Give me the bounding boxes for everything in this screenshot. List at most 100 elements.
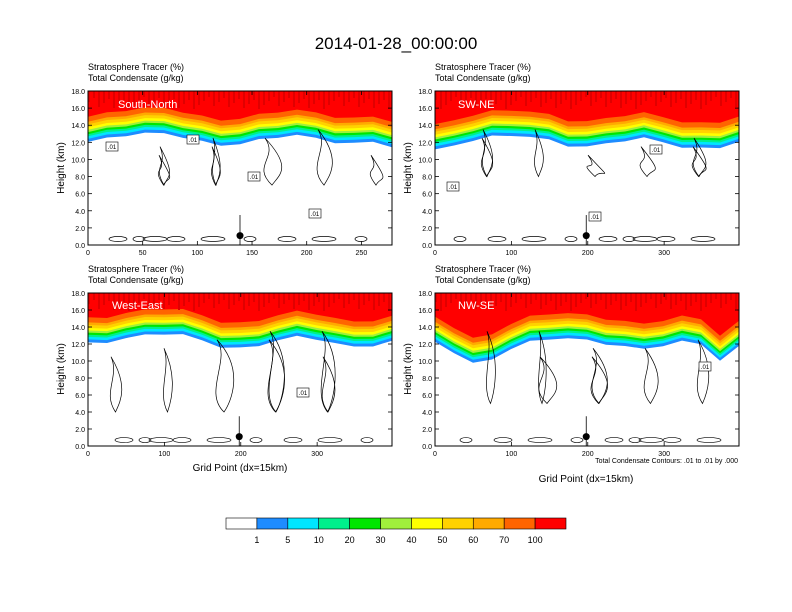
tracer-stripe (378, 91, 380, 104)
tracer-stripe (460, 293, 462, 308)
condensate-contour (148, 437, 174, 443)
condensate-contour (486, 331, 496, 405)
y-tick-label: 2.0 (75, 427, 85, 434)
tracer-stripe (540, 293, 542, 309)
tracer-stripe (455, 91, 457, 97)
tracer-stripe (625, 91, 627, 104)
condensate-contour (691, 146, 707, 178)
tracer-stripe (93, 293, 95, 300)
x-tick-label: 250 (356, 250, 368, 257)
condensate-contour (311, 236, 337, 242)
tracer-stripe (343, 293, 345, 308)
x-tick-label: 100 (159, 451, 171, 458)
tracer-stripe (495, 91, 497, 104)
tracer-stripe (388, 91, 390, 109)
tracer-stripe (133, 293, 135, 307)
tracer-stripe (570, 293, 572, 311)
tracer-stripe (113, 91, 115, 108)
y-tick-label: 6.0 (75, 393, 85, 400)
condensate-contour (696, 437, 722, 443)
tracer-stripe (615, 293, 617, 301)
tracer-stripe (545, 293, 547, 305)
condensate-contour (268, 331, 285, 413)
tracer-stripe (348, 91, 350, 102)
tracer-stripe (138, 293, 140, 303)
tracer-stripe (605, 293, 607, 309)
y-tick-label: 14.0 (418, 325, 432, 332)
colorbar-label: 50 (437, 535, 447, 545)
tracer-stripe (655, 91, 657, 106)
tracer-stripe (505, 293, 507, 311)
colorbar-swatch (472, 517, 505, 530)
colorbar-swatch (380, 517, 412, 530)
tracer-stripe (313, 293, 315, 306)
tracer-stripe (685, 91, 687, 108)
tracer-stripe (625, 293, 627, 306)
plot-frame (87, 292, 393, 447)
tracer-stripe (580, 293, 582, 303)
tracer-stripe (333, 293, 335, 303)
tracer-stripe (550, 91, 552, 99)
condensate-contour (604, 437, 624, 443)
tracer-stripe (263, 91, 265, 105)
y-axis-label: Height (km) (56, 343, 67, 395)
y-tick-label: 6.0 (75, 192, 85, 199)
tracer-stripe (480, 91, 482, 103)
tracer-stripe (465, 293, 467, 304)
tracer-stripe (338, 91, 340, 97)
tracer-stripe (278, 91, 280, 106)
y-tick-label: 0.0 (75, 243, 85, 250)
x-tick-label: 200 (235, 451, 247, 458)
tracer-stripe (143, 91, 145, 97)
tracer-stripe (600, 91, 602, 98)
contour-label-box (698, 361, 712, 372)
tracer-stripe (343, 91, 345, 106)
tracer-stripe (725, 293, 727, 304)
tracer-stripe (700, 91, 702, 109)
tracer-stripe (218, 91, 220, 102)
tracer-stripe (303, 91, 305, 99)
tracer-stripe (228, 91, 230, 107)
tracer-stripe (585, 293, 587, 299)
condensate-contour (132, 236, 146, 242)
panel-title: South-North (118, 99, 177, 111)
tracer-stripe (485, 91, 487, 99)
tracer-stripe (123, 91, 125, 100)
tracer-stripe (98, 293, 100, 309)
colorbar-label: 40 (406, 535, 416, 545)
tracer-stripe (555, 293, 557, 310)
condensate-contour (369, 154, 384, 186)
tracer-stripe (163, 293, 165, 309)
tracer-stripe (218, 293, 220, 304)
tracer-stripe (730, 293, 732, 300)
tracer-stripe (565, 91, 567, 100)
tracer-stripe (645, 91, 647, 101)
tracer-stripe (615, 91, 617, 99)
tracer-stripe (383, 91, 385, 100)
x-tick-label: 100 (506, 250, 518, 257)
tracer-stripe (323, 91, 325, 109)
contour-label-box (186, 134, 200, 145)
y-tick-label: 4.0 (422, 410, 432, 417)
y-tick-label: 8.0 (75, 175, 85, 182)
condensate-contour (212, 137, 221, 187)
tracer-stripe (495, 293, 497, 306)
tracer-stripe (475, 293, 477, 309)
y-tick-label: 14.0 (71, 123, 85, 130)
y-axis-label: Height (km) (403, 142, 414, 194)
tracer-stripe (213, 91, 215, 106)
tracer-stripe (690, 91, 692, 104)
panel-west-east: Stratosphere Tracer (%) Total Condensate… (56, 264, 393, 474)
x-axis-label: Grid Point (dx=15km) (193, 463, 288, 474)
tracer-stripe (293, 91, 295, 107)
tracer-stripe (268, 91, 270, 101)
contour-label: .01 (311, 212, 320, 218)
tracer-stripe (353, 293, 355, 300)
tracer-stripe (470, 91, 472, 98)
tracer-stripe (660, 293, 662, 304)
condensate-contour (159, 146, 170, 186)
tracer-stripe (178, 293, 180, 310)
y-tick-label: 10.0 (71, 157, 85, 164)
tracer-stripe (720, 293, 722, 308)
y-tick-label: 8.0 (422, 376, 432, 383)
